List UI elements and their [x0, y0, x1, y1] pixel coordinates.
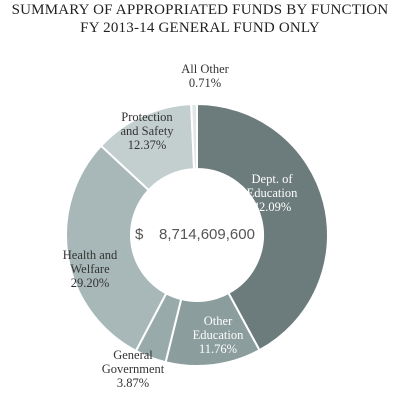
chart-title: SUMMARY OF APPROPRIATED FUNDS BY FUNCTIO…: [11, 2, 389, 18]
slice-label: Dept. of Education 42.09%: [241, 172, 303, 214]
slice-label: General Government 3.87%: [96, 348, 170, 390]
category-label: Dept. of Education: [246, 172, 298, 200]
total-label: 8,714,609,600: [159, 226, 255, 243]
category-label: General Government: [101, 348, 165, 376]
value-label: 0.71%: [188, 76, 222, 90]
slice-label: Other Education 11.76%: [186, 314, 250, 356]
slice-label: Health and Welfare 29.20%: [55, 248, 125, 290]
chart-subtitle: FY 2013-14 GENERAL FUND ONLY: [80, 20, 320, 36]
slice-label: All Other 0.71%: [170, 62, 240, 90]
slice: [190, 102, 198, 171]
slice-label: Protection and Safety 12.37%: [112, 110, 182, 152]
value-label: 42.09%: [252, 200, 292, 214]
category-label: Other Education: [192, 314, 244, 342]
currency-symbol: $: [135, 226, 144, 243]
category-label: Health and Welfare: [62, 248, 118, 276]
value-label: 11.76%: [198, 342, 238, 356]
value-label: 29.20%: [70, 276, 110, 290]
category-label: Protection and Safety: [120, 110, 174, 138]
value-label: 12.37%: [127, 138, 167, 152]
value-label: 3.87%: [116, 376, 150, 390]
slice: [65, 144, 168, 353]
category-label: All Other: [181, 62, 229, 76]
slice: [196, 102, 329, 352]
